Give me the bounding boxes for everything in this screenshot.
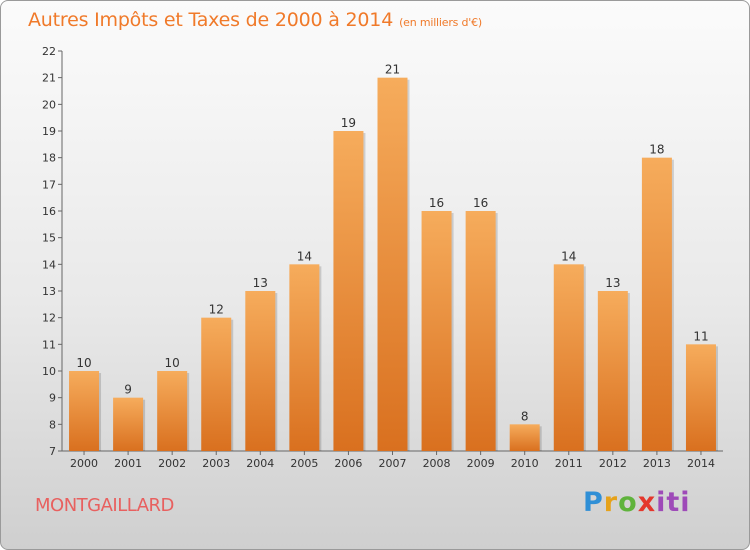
bar <box>421 211 452 451</box>
x-tick-label: 2005 <box>290 457 318 470</box>
bar <box>597 291 628 451</box>
y-tick-label: 20 <box>42 98 56 111</box>
bar <box>641 157 672 451</box>
y-tick-label: 8 <box>49 418 56 431</box>
x-tick-label: 2013 <box>643 457 671 470</box>
y-tick-label: 15 <box>42 232 56 245</box>
data-label: 14 <box>561 249 576 263</box>
y-tick-label: 10 <box>42 365 56 378</box>
data-label: 18 <box>649 143 664 157</box>
y-tick-label: 21 <box>42 72 56 85</box>
logo-letter-o: o <box>618 487 638 518</box>
bar <box>509 424 540 451</box>
logo-letter-x: x <box>637 487 657 518</box>
x-tick-label: 2007 <box>379 457 407 470</box>
data-label: 13 <box>605 276 620 290</box>
x-tick-label: 2009 <box>467 457 495 470</box>
chart-data-labels: 10 9 10 12 13 14 19 21 16 16 8 14 13 18 11 <box>76 63 708 424</box>
data-label: 10 <box>165 356 180 370</box>
y-tick-label: 7 <box>49 445 56 458</box>
bar <box>113 397 144 451</box>
logo-letter-p: P <box>583 487 604 518</box>
x-tick-label: 2012 <box>599 457 627 470</box>
chart-title-text: Autres Impôts et Taxes de 2000 à 2014 <box>28 9 394 31</box>
bar <box>465 211 496 451</box>
x-tick-label: 2004 <box>246 457 274 470</box>
x-tick-label: 2000 <box>70 457 98 470</box>
y-tick-label: 11 <box>42 338 56 351</box>
y-tick-label: 22 <box>42 45 56 58</box>
bar <box>289 264 320 451</box>
x-tick-label: 2001 <box>114 457 142 470</box>
bar <box>157 371 188 451</box>
town-name: MONTGAILLARD <box>35 495 174 516</box>
bar <box>201 317 232 451</box>
y-tick-label: 17 <box>42 178 56 191</box>
y-tick-label: 12 <box>42 312 56 325</box>
y-tick-label: 14 <box>42 258 56 271</box>
data-label: 9 <box>124 383 132 397</box>
x-tick-label: 2006 <box>334 457 362 470</box>
bar <box>685 344 716 451</box>
bar <box>69 371 100 451</box>
data-label: 16 <box>473 196 488 210</box>
y-tick-label: 9 <box>49 392 56 405</box>
x-tick-label: 2010 <box>511 457 539 470</box>
logo-letter-r: r <box>603 487 619 518</box>
proxiti-logo: Proxiti <box>583 487 691 518</box>
data-label: 8 <box>521 409 529 423</box>
x-tick-label: 2008 <box>423 457 451 470</box>
y-tick-label: 19 <box>42 125 56 138</box>
y-tick-label: 13 <box>42 285 56 298</box>
bar <box>333 131 364 451</box>
data-label: 19 <box>341 116 356 130</box>
x-tick-label: 2011 <box>555 457 583 470</box>
data-label: 13 <box>253 276 268 290</box>
x-tick-label: 2002 <box>158 457 186 470</box>
data-label: 10 <box>76 356 91 370</box>
data-label: 11 <box>693 329 708 343</box>
y-tick-label: 18 <box>42 152 56 165</box>
data-label: 14 <box>297 249 312 263</box>
logo-letters-iti: iti <box>656 487 691 518</box>
chart-bars <box>69 77 718 452</box>
data-label: 16 <box>429 196 444 210</box>
bar <box>553 264 584 451</box>
x-tick-label: 2003 <box>202 457 230 470</box>
bar <box>377 77 408 452</box>
bar <box>245 291 276 451</box>
y-tick-label: 16 <box>42 205 56 218</box>
chart-title: Autres Impôts et Taxes de 2000 à 2014 (en… <box>28 9 482 31</box>
data-label: 21 <box>385 63 400 77</box>
data-label: 12 <box>209 303 224 317</box>
x-tick-label: 2014 <box>687 457 715 470</box>
chart-subtitle: (en milliers d'€) <box>399 16 482 29</box>
